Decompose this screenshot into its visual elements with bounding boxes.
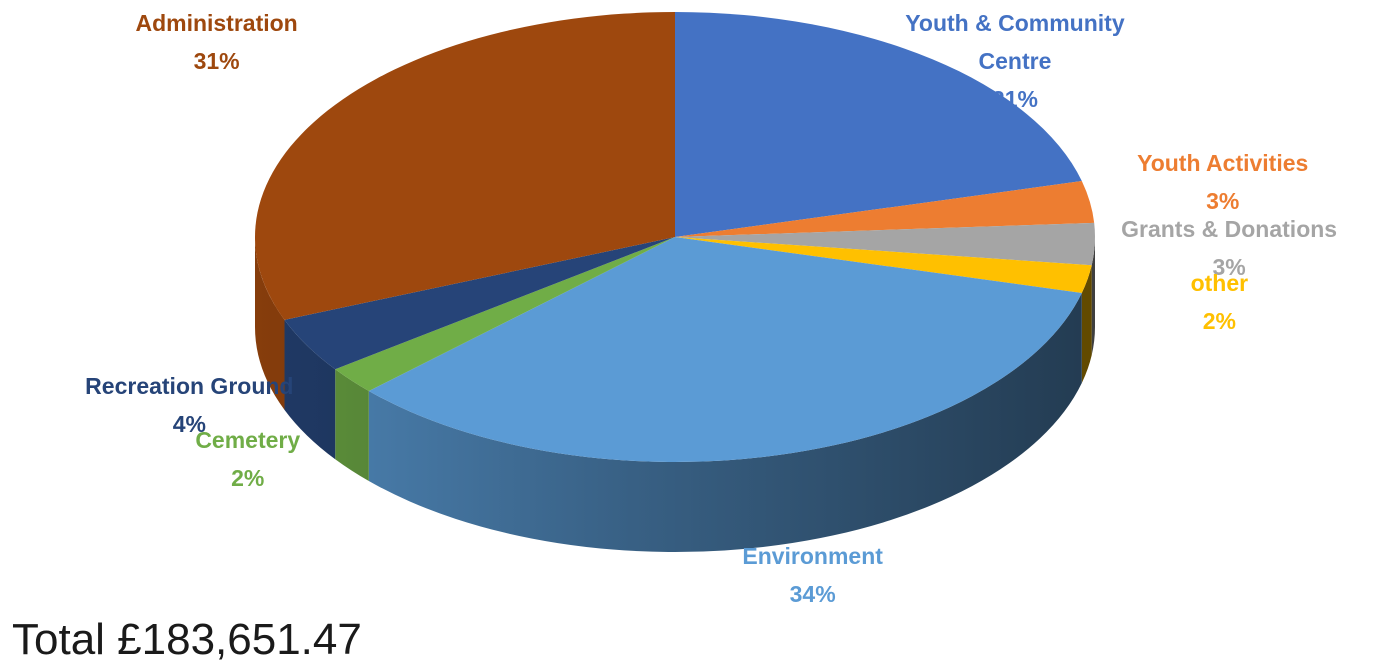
pie-slice-environment — [368, 237, 1082, 462]
slice-label-text: Administration — [135, 10, 298, 36]
slice-label-text: Recreation Ground — [85, 373, 294, 399]
label-grants-and-donations: Grants & Donations 3% — [1121, 210, 1337, 286]
slice-percent: 31% — [193, 48, 240, 74]
slice-label-text: Youth & Community — [905, 10, 1125, 36]
slice-percent: 3% — [1212, 253, 1246, 280]
slice-percent: 2% — [1202, 308, 1236, 335]
pie-side-administration — [255, 237, 285, 410]
slice-percent: 21% — [991, 86, 1038, 112]
slice-label-text: Grants & Donations — [1121, 215, 1338, 242]
label-youth-activities: Youth Activities 3% — [1137, 144, 1308, 220]
pie-side-environment — [368, 292, 1082, 553]
slice-label-text: Youth Activities — [1137, 150, 1309, 177]
label-environment: Environment 34% — [742, 537, 883, 613]
pie-slice-youth-activities — [675, 181, 1095, 237]
total-text: Total £183,651.47 — [12, 615, 362, 664]
pie-side-grants-and-donations — [1091, 237, 1095, 356]
slice-percent: 34% — [789, 580, 836, 607]
slice-percent: 3% — [1206, 188, 1240, 215]
slice-label-text: Centre — [978, 48, 1052, 74]
slice-label-text: Environment — [742, 542, 883, 569]
pie-side-recreation-ground — [284, 319, 336, 460]
slice-percent: 4% — [172, 411, 206, 437]
pie-sides — [255, 237, 1095, 553]
label-administration: Administration 31% — [135, 4, 297, 80]
pie-slice-administration — [254, 12, 675, 320]
slice-percent: 2% — [231, 465, 265, 492]
pie-tops — [254, 12, 1095, 462]
label-youth-and-community: Youth & Community Centre 21% — [905, 4, 1124, 118]
slice-label-text: other — [1190, 270, 1249, 297]
pie-slice-youth-and-community — [675, 12, 1082, 237]
label-other: other 2% — [1191, 264, 1249, 340]
pie-slice-other — [675, 237, 1092, 293]
pie-side-cemetery — [335, 369, 369, 482]
slice-label-text: Cemetery — [195, 427, 301, 454]
pie-slice-grants-and-donations — [675, 222, 1095, 266]
label-recreation-ground: Recreation Ground 4% — [85, 367, 293, 443]
label-cemetery: Cemetery 2% — [195, 421, 300, 497]
pie-chart — [254, 12, 1095, 553]
pie-slice-cemetery — [335, 237, 675, 392]
pie-side-other — [1081, 265, 1092, 383]
pie-slice-recreation-ground — [284, 237, 675, 370]
